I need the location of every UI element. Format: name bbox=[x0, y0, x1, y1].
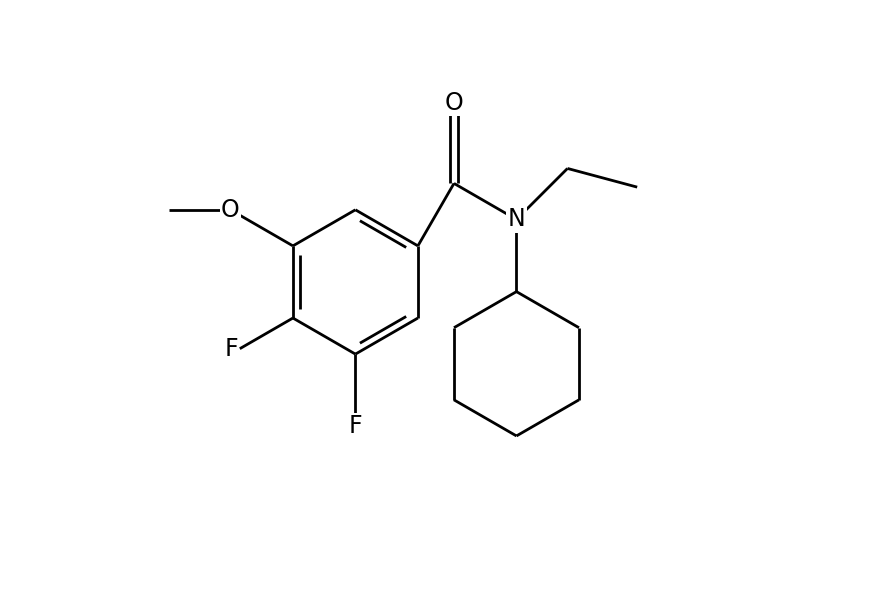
Text: F: F bbox=[348, 414, 362, 438]
Text: O: O bbox=[445, 91, 463, 115]
Text: N: N bbox=[507, 208, 525, 232]
Text: F: F bbox=[225, 337, 238, 361]
Text: O: O bbox=[221, 198, 240, 222]
